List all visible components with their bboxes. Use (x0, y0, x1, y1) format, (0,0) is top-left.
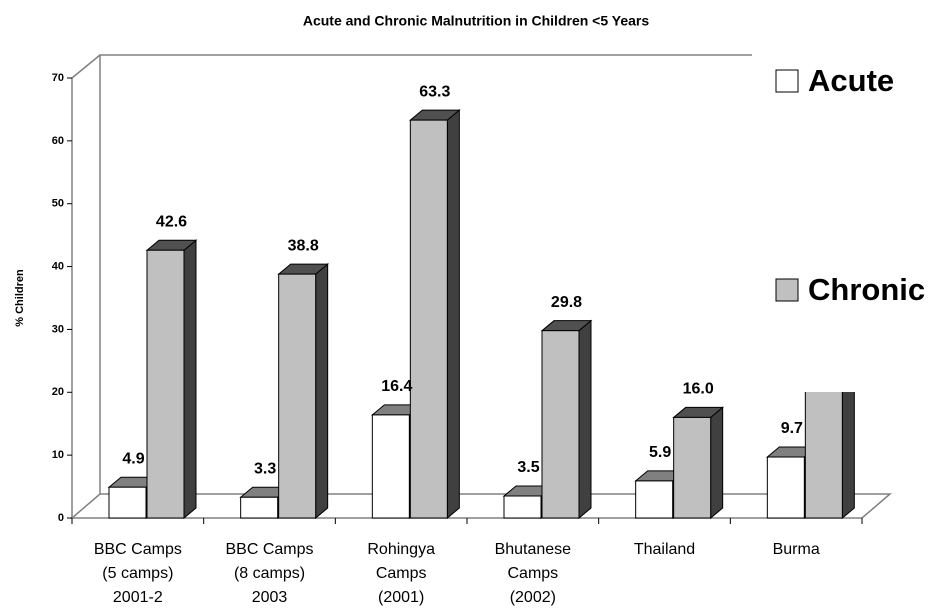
bar-front (371, 414, 410, 519)
y-axis (71, 54, 101, 79)
x-tick-label-line: (5 camps) (102, 565, 173, 582)
value-label: 38.8 (288, 237, 319, 254)
bar (672, 406, 725, 520)
y-axis-label: % Children (14, 269, 26, 327)
x-tick-label: BBC Camps (8 camps) 2003 (225, 541, 313, 606)
value-label: 42.6 (156, 213, 187, 230)
bar-front (503, 495, 542, 519)
value-label: 5.9 (649, 444, 671, 461)
y-tick-label: 50 (52, 198, 64, 210)
x-tick-label: Thailand (634, 541, 695, 558)
bar-front (409, 119, 448, 519)
x-tick-label-line: Bhutanese (495, 541, 572, 558)
legend-label: Acute (808, 63, 894, 98)
bar-front (146, 249, 185, 519)
x-tick-label-line: Rohingya (367, 541, 435, 558)
y-tick-label: 30 (52, 323, 64, 335)
legend-swatch (775, 278, 799, 302)
value-label: 3.5 (517, 459, 539, 476)
x-tick-label-line: Burma (773, 541, 820, 558)
value-label: 29.8 (551, 294, 582, 311)
value-label: 4.9 (122, 450, 144, 467)
x-tick-label-line: BBC Camps (94, 541, 182, 558)
y-tick-label: 0 (58, 512, 64, 524)
x-tick-label-line: Camps (376, 565, 427, 582)
x-tick-label-line: BBC Camps (225, 541, 313, 558)
y-tick-label: 60 (52, 135, 64, 147)
x-tick-label: Bhutanese Camps (2002) (495, 541, 572, 606)
bar-front (278, 273, 317, 519)
legend-swatch (775, 69, 799, 93)
bar (277, 263, 330, 520)
x-tick-label: Rohingya Camps (2001) (367, 541, 435, 606)
y-tick-label: 70 (52, 72, 64, 84)
legend-label: Chronic (808, 272, 925, 307)
y-tick-label: 40 (52, 260, 64, 272)
x-tick-label-line: 2003 (252, 589, 288, 606)
chart-title: Acute and Chronic Malnutrition in Childr… (303, 13, 650, 29)
x-tick-label: Burma (773, 541, 820, 558)
bars (107, 109, 856, 520)
legend-background (752, 40, 952, 392)
y-tick-label: 10 (52, 449, 64, 461)
y-tick-label: 20 (52, 386, 64, 398)
x-tick-label-line: (8 camps) (234, 565, 305, 582)
bar-front (240, 496, 279, 519)
bar-front (108, 486, 147, 519)
bar (145, 239, 198, 520)
bar-front (541, 330, 580, 519)
x-tick-label-line: (2001) (378, 589, 424, 606)
bar-side (446, 109, 460, 520)
x-tick-label-line: 2001-2 (113, 589, 163, 606)
bar-front (766, 456, 805, 519)
value-label: 9.7 (781, 420, 803, 437)
x-tick-label: BBC Camps (5 camps) 2001-2 (94, 541, 182, 606)
bar-front (635, 480, 674, 519)
bar (408, 109, 461, 520)
value-label: 16.0 (683, 381, 714, 398)
bar-side (183, 239, 197, 520)
bar-front (673, 416, 712, 519)
bar-side (710, 406, 724, 520)
x-tick-label-line: (2002) (510, 589, 556, 606)
value-label: 63.3 (419, 83, 450, 100)
bar (540, 319, 593, 520)
x-tick-label-line: Camps (507, 565, 558, 582)
bar-side (315, 263, 329, 520)
bar-side (578, 319, 592, 520)
value-label: 16.4 (381, 378, 412, 395)
x-tick-label-line: Thailand (634, 541, 695, 558)
value-label: 3.3 (254, 460, 276, 477)
